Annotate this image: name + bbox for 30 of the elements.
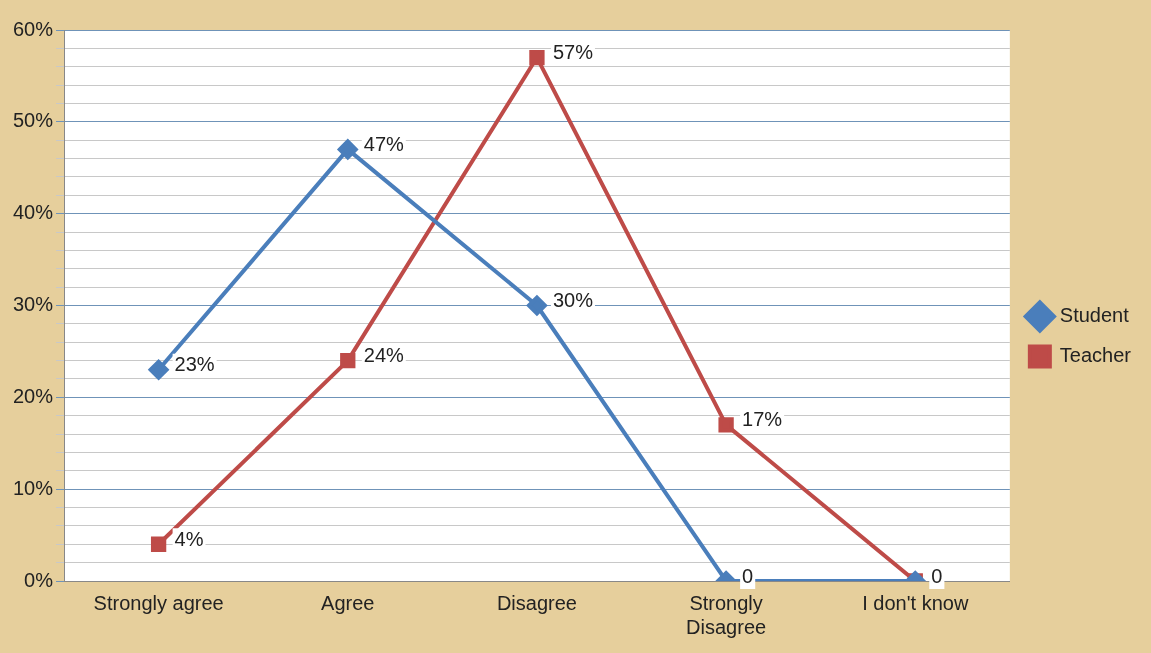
y-tick-label: 0% xyxy=(24,568,54,591)
x-tick-label: Strongly Disagree xyxy=(686,591,767,638)
y-tick-label: 40% xyxy=(13,201,54,224)
data-label: 57% xyxy=(552,41,594,64)
y-tick-label: 20% xyxy=(13,384,54,407)
y-tick-label: 10% xyxy=(13,476,54,499)
x-tick-label: Agree xyxy=(321,591,375,614)
data-label: 17% xyxy=(742,408,783,431)
y-tick-label: 50% xyxy=(13,109,54,132)
data-label: 30% xyxy=(552,289,594,312)
point xyxy=(340,352,356,369)
x-tick-label: Disagree xyxy=(496,591,577,614)
point xyxy=(718,417,734,433)
data-label: 0 xyxy=(931,564,943,587)
data-label: 47% xyxy=(363,132,405,155)
y-tick-label: 30% xyxy=(13,293,54,316)
legend-label: Student xyxy=(1059,304,1130,327)
legend-label: Teacher xyxy=(1059,344,1132,367)
data-label: 0 xyxy=(742,564,754,587)
x-tick-label: Strongly agree xyxy=(93,591,224,614)
point xyxy=(150,536,167,552)
y-tick-label: 60% xyxy=(13,17,54,40)
point xyxy=(337,139,358,160)
x-tick-label: I don't know xyxy=(862,591,969,614)
point xyxy=(529,49,545,66)
data-label: 23% xyxy=(174,353,215,376)
point xyxy=(526,295,547,316)
data-label: 24% xyxy=(363,344,405,367)
point xyxy=(148,359,169,380)
data-label: 4% xyxy=(174,527,204,550)
